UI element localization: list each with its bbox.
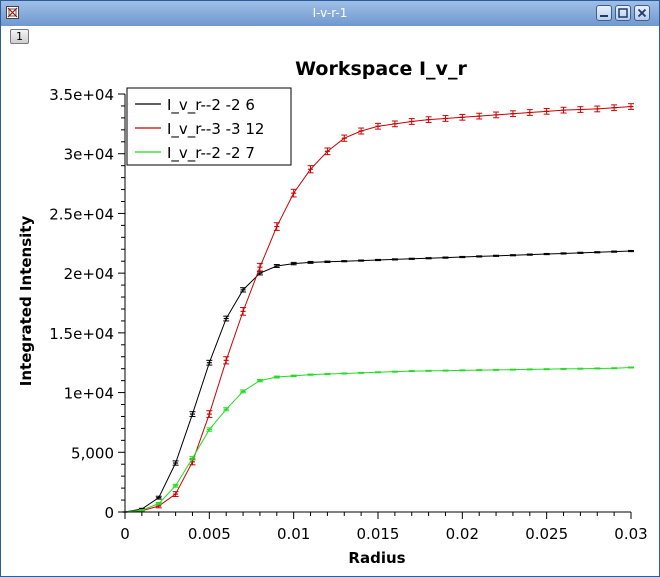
legend-label: I_v_r--3 -3 12 bbox=[167, 120, 264, 139]
series-layer bbox=[122, 103, 634, 513]
y-tick-label: 2.5e+04 bbox=[49, 205, 114, 223]
maximize-icon bbox=[618, 8, 628, 18]
series-line bbox=[124, 250, 632, 513]
x-axis-label: Radius bbox=[348, 549, 405, 567]
x-tick-label: 0 bbox=[120, 525, 130, 543]
minimize-button[interactable] bbox=[596, 5, 612, 21]
y-tick-label: 1e+04 bbox=[64, 385, 114, 403]
y-tick-label: 5,000 bbox=[71, 444, 114, 462]
chart-title: Workspace I_v_r bbox=[295, 58, 467, 80]
y-tick-label: 2e+04 bbox=[64, 265, 114, 283]
legend-label: I_v_r--2 -2 6 bbox=[167, 96, 255, 115]
x-tick-label: 0.02 bbox=[446, 525, 479, 543]
axes-layer: 0 5,000 1e+04 1.5e+04 2e+04 2.5e+04 3e+04 3.5e+… bbox=[49, 86, 647, 543]
y-tick-label: 1.5e+04 bbox=[49, 325, 114, 343]
series-1 bbox=[122, 249, 634, 513]
close-button[interactable] bbox=[634, 5, 650, 21]
x-tick-label: 0.005 bbox=[188, 525, 231, 543]
y-tick-label: 0 bbox=[104, 504, 114, 522]
legend: I_v_r--2 -2 6 I_v_r--3 -3 12 I_v_r--2 -2 7 bbox=[126, 87, 292, 166]
legend-label: I_v_r--2 -2 7 bbox=[167, 144, 255, 163]
close-icon bbox=[637, 8, 647, 18]
window-title: I-v-r-1 bbox=[312, 6, 348, 20]
x-tick-label: 0.03 bbox=[614, 525, 647, 543]
plot-canvas[interactable]: Workspace I_v_r Radius Integrated Intens… bbox=[1, 26, 659, 576]
y-tick-label: 3e+04 bbox=[64, 146, 114, 164]
title-bar[interactable]: I-v-r-1 bbox=[1, 1, 659, 26]
series-3 bbox=[122, 366, 634, 513]
app-icon[interactable] bbox=[6, 6, 19, 19]
x-tick-label: 0.01 bbox=[277, 525, 310, 543]
maximize-button[interactable] bbox=[615, 5, 631, 21]
minimize-icon bbox=[600, 15, 608, 17]
x-tick-label: 0.015 bbox=[357, 525, 400, 543]
plot-tab-badge[interactable]: 1 bbox=[10, 29, 29, 44]
series-line bbox=[124, 106, 632, 513]
y-tick-label: 3.5e+04 bbox=[49, 86, 114, 104]
y-axis-label: Integrated Intensity bbox=[17, 216, 35, 387]
x-tick-label: 0.025 bbox=[525, 525, 568, 543]
